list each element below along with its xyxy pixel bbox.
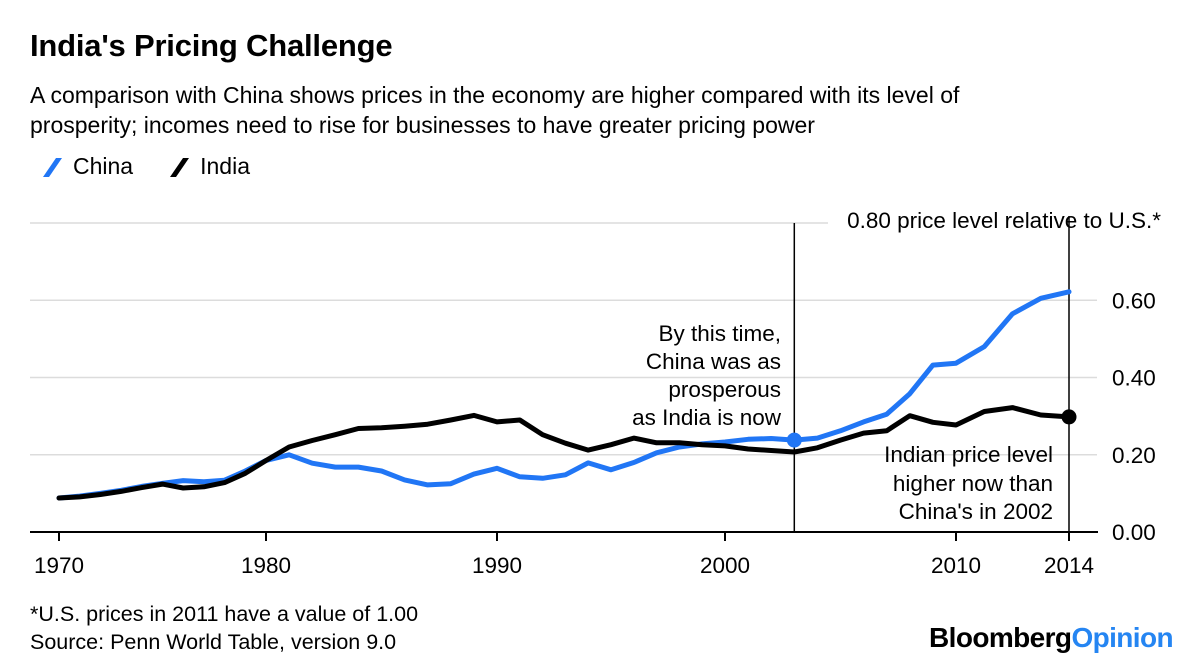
- x-tick-label: 2000: [700, 553, 750, 578]
- brand-opinion: Opinion: [1071, 622, 1173, 653]
- x-tick-label: 2014: [1044, 553, 1094, 578]
- y-tick-label: 0.40: [1112, 366, 1156, 391]
- india-line-swatch-icon: [170, 157, 190, 177]
- line-chart: 1970 1980 1990 2000 2010 2014 0.00 0.20 0.40 0.60: [30, 216, 1156, 578]
- y-tick-label: 0.00: [1112, 520, 1156, 545]
- x-tick-label: 2010: [931, 553, 981, 578]
- y-axis-top-label: 0.80 price level relative to U.S.*: [847, 208, 1161, 233]
- page-title: India's Pricing Challenge: [30, 28, 393, 63]
- source-line: Source: Penn World Table, version 9.0: [30, 629, 397, 654]
- marker-china-2003: [786, 432, 802, 448]
- annotation-china-2003: By this time, China was as prosperous as…: [632, 321, 781, 430]
- china-line-swatch-icon: [43, 157, 62, 177]
- legend-label-india: India: [200, 153, 250, 179]
- chart-legend: China India: [42, 153, 250, 180]
- y-tick-label: 0.20: [1112, 443, 1156, 468]
- brand-bloomberg: Bloomberg: [929, 622, 1072, 653]
- x-tick-label: 1980: [241, 553, 291, 578]
- bloomberg-opinion-logo: BloombergOpinion: [929, 622, 1174, 654]
- chart-footer: *U.S. prices in 2011 have a value of 1.0…: [30, 601, 418, 656]
- x-tick-label: 1970: [34, 553, 84, 578]
- series-line-china: [56, 289, 1072, 501]
- legend-label-china: China: [73, 153, 134, 179]
- y-tick-label: 0.60: [1112, 288, 1156, 313]
- legend-item-china: China: [42, 153, 133, 180]
- series-line-india: [56, 405, 1072, 501]
- marker-india-2014: [1061, 409, 1077, 425]
- chart-subtitle: A comparison with China shows prices in …: [30, 82, 960, 138]
- x-tick-label: 1990: [472, 553, 522, 578]
- footnote: *U.S. prices in 2011 have a value of 1.0…: [30, 602, 419, 626]
- annotation-india-2014: Indian price level higher now than China…: [884, 442, 1053, 524]
- legend-item-india: India: [169, 153, 250, 180]
